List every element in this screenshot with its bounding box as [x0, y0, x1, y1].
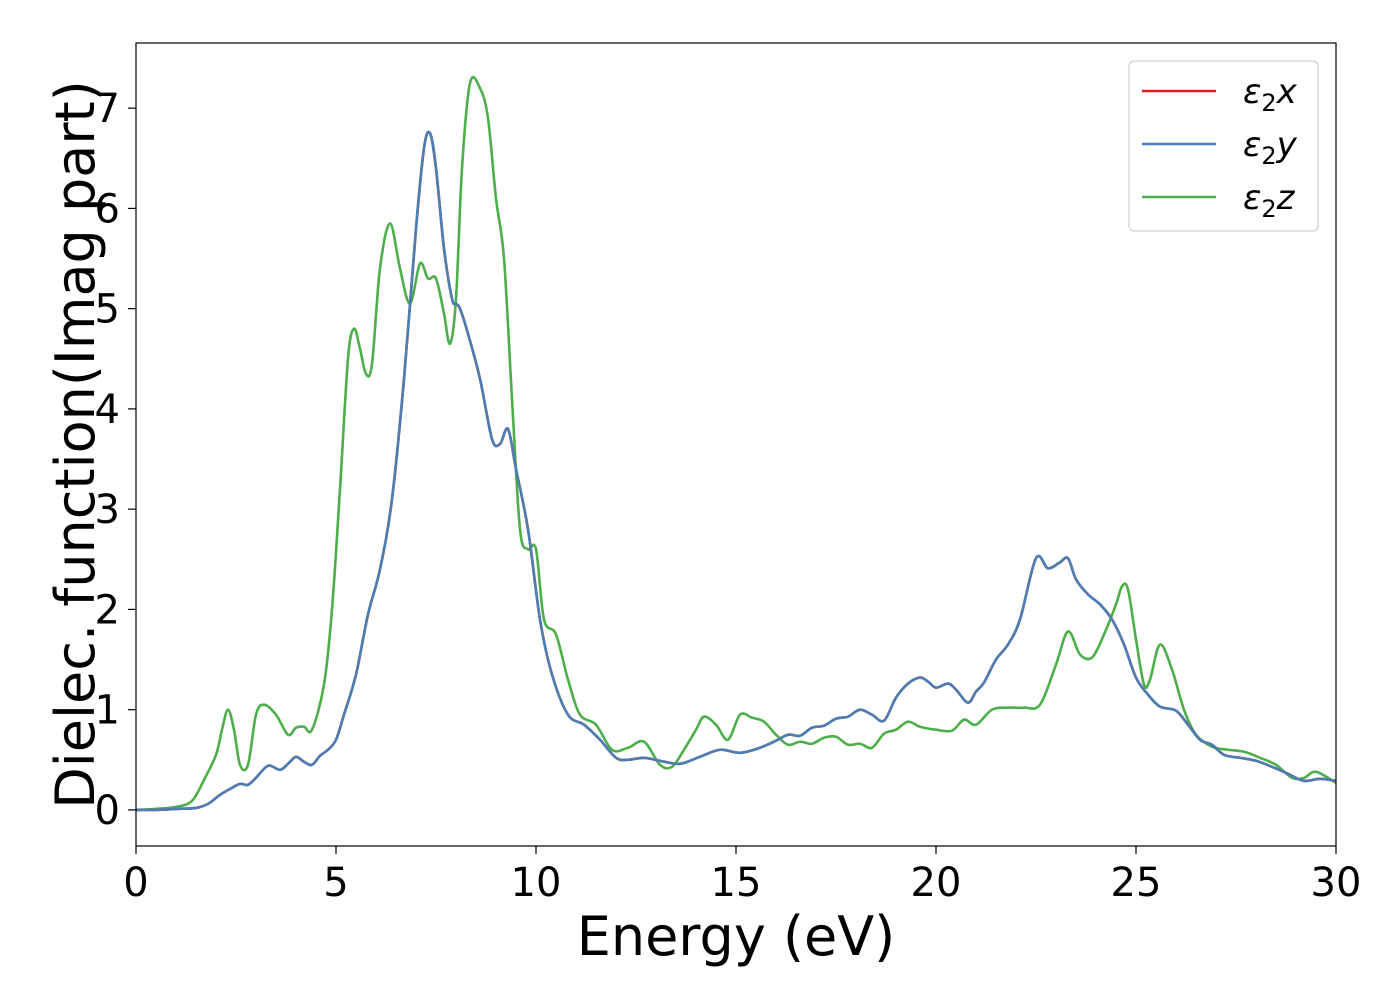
x-tick-label: 15: [711, 860, 762, 906]
x-tick-label: 10: [511, 860, 562, 906]
y-tick-label: 2: [95, 587, 120, 633]
x-tick-label: 0: [123, 860, 148, 906]
x-tick-label: 25: [1111, 860, 1162, 906]
legend-box: [1128, 60, 1319, 232]
y-tick-label: 4: [95, 387, 120, 433]
series-layer: [136, 75, 1336, 812]
legend: ε2x ε2y ε2z: [1128, 60, 1319, 232]
y-tick-label: 6: [95, 186, 120, 232]
y-axis-label: Dielec. function(Imag part): [44, 80, 107, 809]
legend-entry-z: ε2z: [1243, 178, 1296, 223]
x-tick-label: 5: [323, 860, 348, 906]
y-axis: 0 1 2 3 4 5 6 7: [95, 86, 136, 834]
legend-entry-x: ε2x: [1243, 72, 1298, 117]
x-axis-label: Energy (eV): [577, 905, 896, 968]
x-tick-label: 30: [1311, 860, 1362, 906]
y-tick-label: 5: [95, 287, 120, 333]
x-axis: 0 5 10 15 20 25 30: [123, 846, 1361, 906]
y-tick-label: 0: [95, 788, 120, 834]
y-tick-label: 1: [95, 688, 120, 734]
y-tick-label: 3: [95, 487, 120, 533]
x-tick-label: 20: [911, 860, 962, 906]
y-tick-label: 7: [95, 86, 120, 132]
series-line-y: [136, 130, 1336, 812]
legend-entry-y: ε2y: [1243, 125, 1298, 170]
